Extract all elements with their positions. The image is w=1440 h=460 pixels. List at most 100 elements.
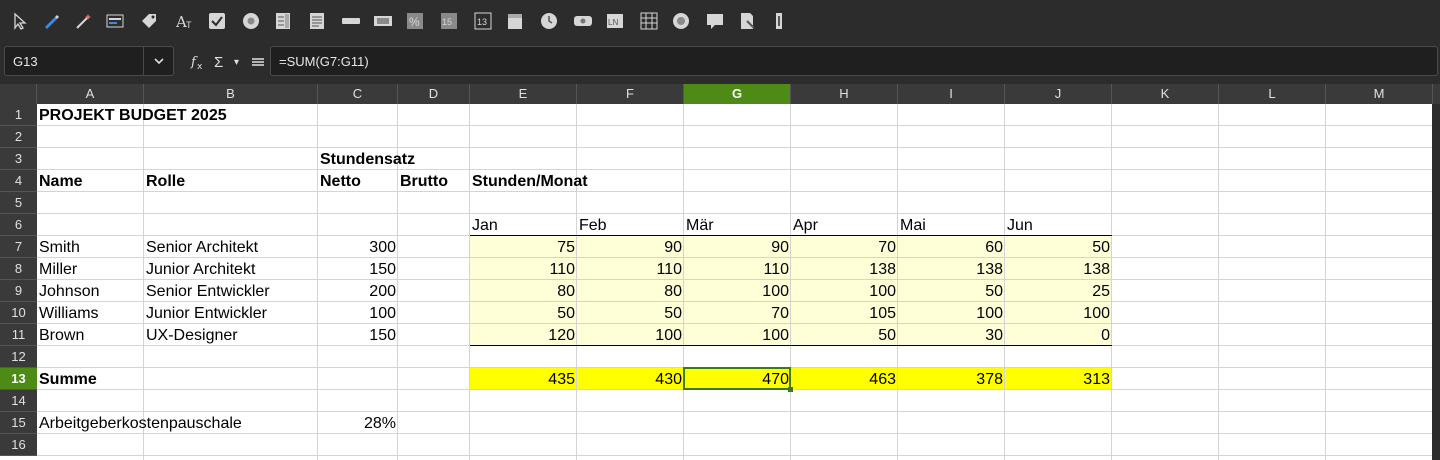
hours-cell[interactable]: 110 bbox=[549, 261, 575, 278]
name-cell[interactable]: Williams bbox=[39, 305, 99, 322]
scrollbar-track[interactable] bbox=[1432, 104, 1440, 460]
row-header-6[interactable]: 6 bbox=[0, 214, 37, 236]
column-header-a[interactable]: A bbox=[37, 84, 144, 104]
formatted-field-icon[interactable]: 13 bbox=[472, 10, 494, 32]
role-cell[interactable]: UX-Designer bbox=[146, 327, 238, 344]
hours-cell[interactable]: 110 bbox=[763, 261, 789, 278]
header-stunden-monat[interactable]: Stunden/Monat bbox=[472, 173, 588, 190]
hours-cell[interactable]: 70 bbox=[771, 305, 789, 322]
sum-dropdown-icon[interactable]: ▾ bbox=[234, 56, 240, 68]
row-header-4[interactable]: 4 bbox=[0, 170, 37, 192]
row-header-14[interactable]: 14 bbox=[0, 390, 37, 412]
list-box-icon[interactable] bbox=[272, 10, 294, 32]
radio-button-icon[interactable] bbox=[240, 10, 262, 32]
month-header[interactable]: Feb bbox=[579, 217, 607, 234]
title-cell[interactable]: PROJEKT BUDGET 2025 bbox=[39, 107, 227, 124]
spreadsheet-grid[interactable]: A B C D E F G H I J K L M 1 2 3 4 5 6 7 8 9 10 11 12 13 14 15 16 PROJ… bbox=[0, 84, 1440, 460]
name-cell[interactable]: Miller bbox=[39, 261, 78, 278]
hours-cell[interactable]: 120 bbox=[548, 327, 575, 344]
hours-cell[interactable]: 100 bbox=[976, 305, 1003, 322]
sum-cell[interactable]: 435 bbox=[548, 371, 575, 388]
row-header-9[interactable]: 9 bbox=[0, 280, 37, 302]
role-cell[interactable]: Senior Entwickler bbox=[146, 283, 270, 300]
scrollbar-icon[interactable] bbox=[736, 10, 758, 32]
row-header-10[interactable]: 10 bbox=[0, 302, 37, 324]
form-field-icon[interactable] bbox=[104, 10, 126, 32]
column-header-j[interactable]: J bbox=[1005, 84, 1112, 104]
sum-cell[interactable]: 463 bbox=[869, 371, 896, 388]
row-header-3[interactable]: 3 bbox=[0, 148, 37, 170]
sum-cell[interactable]: 430 bbox=[655, 371, 682, 388]
sum-cell[interactable]: 313 bbox=[1083, 371, 1110, 388]
hours-cell[interactable]: 100 bbox=[762, 283, 789, 300]
rate-cell[interactable]: 100 bbox=[369, 305, 396, 322]
magic-wand-icon[interactable] bbox=[72, 10, 94, 32]
hours-cell[interactable]: 50 bbox=[878, 327, 896, 344]
hours-cell[interactable]: 100 bbox=[762, 327, 789, 344]
header-rolle[interactable]: Rolle bbox=[146, 173, 186, 190]
month-header[interactable]: Apr bbox=[793, 217, 818, 234]
hours-cell[interactable]: 105 bbox=[869, 305, 896, 322]
row-header-2[interactable]: 2 bbox=[0, 126, 37, 148]
column-header-c[interactable]: C bbox=[318, 84, 398, 104]
pauschale-value[interactable]: 28% bbox=[363, 415, 396, 432]
header-name[interactable]: Name bbox=[39, 173, 83, 190]
column-header-k[interactable]: K bbox=[1112, 84, 1219, 104]
push-button-icon[interactable] bbox=[340, 10, 362, 32]
hours-cell[interactable]: 50 bbox=[1092, 239, 1110, 256]
spin-button-icon[interactable] bbox=[768, 10, 790, 32]
table-control-icon[interactable]: LN bbox=[604, 10, 626, 32]
hours-cell[interactable]: 80 bbox=[664, 283, 682, 300]
row-header-1[interactable]: 1 bbox=[0, 104, 37, 126]
role-cell[interactable]: Junior Entwickler bbox=[146, 305, 267, 322]
hours-cell[interactable]: 25 bbox=[1092, 283, 1110, 300]
column-header-b[interactable]: B bbox=[144, 84, 318, 104]
column-header-l[interactable]: L bbox=[1219, 84, 1326, 104]
hours-cell[interactable]: 50 bbox=[664, 305, 682, 322]
numeric-field-icon[interactable]: 15 bbox=[438, 10, 460, 32]
tag-icon[interactable] bbox=[138, 10, 160, 32]
column-header-e[interactable]: E bbox=[470, 84, 577, 104]
rate-cell[interactable]: 200 bbox=[369, 283, 396, 300]
column-header-h[interactable]: H bbox=[791, 84, 898, 104]
rate-cell[interactable]: 300 bbox=[369, 239, 396, 256]
hours-cell[interactable]: 70 bbox=[878, 239, 896, 256]
role-cell[interactable]: Senior Architekt bbox=[146, 239, 259, 256]
hours-cell[interactable]: 138 bbox=[869, 261, 896, 278]
role-cell[interactable]: Junior Architekt bbox=[146, 261, 256, 278]
hours-cell[interactable]: 50 bbox=[985, 283, 1003, 300]
hours-cell[interactable]: 80 bbox=[557, 283, 575, 300]
hours-cell[interactable]: 50 bbox=[557, 305, 575, 322]
rate-cell[interactable]: 150 bbox=[369, 261, 396, 278]
column-header-d[interactable]: D bbox=[398, 84, 470, 104]
row-header-7[interactable]: 7 bbox=[0, 236, 37, 258]
pen-icon[interactable] bbox=[40, 10, 62, 32]
hours-cell[interactable]: 90 bbox=[664, 239, 682, 256]
row-header-12[interactable]: 12 bbox=[0, 346, 37, 368]
name-cell[interactable]: Johnson bbox=[39, 283, 100, 300]
hours-cell[interactable]: 100 bbox=[869, 283, 896, 300]
month-header[interactable]: Mär bbox=[686, 217, 714, 234]
hours-cell[interactable]: 138 bbox=[1083, 261, 1110, 278]
hours-cell[interactable]: 138 bbox=[976, 261, 1003, 278]
sum-icon[interactable]: Σ bbox=[214, 53, 224, 71]
summe-label[interactable]: Summe bbox=[39, 371, 97, 388]
percent-field-icon[interactable]: % bbox=[404, 10, 426, 32]
hours-cell[interactable]: 60 bbox=[985, 239, 1003, 256]
select-all-corner[interactable] bbox=[0, 84, 37, 104]
row-header-11[interactable]: 11 bbox=[0, 324, 37, 346]
comment-icon[interactable] bbox=[670, 10, 692, 32]
label-field-icon[interactable] bbox=[572, 10, 594, 32]
sum-cell[interactable]: 470 bbox=[762, 371, 789, 388]
row-header-13[interactable]: 13 bbox=[0, 368, 37, 390]
hours-cell[interactable]: 90 bbox=[771, 239, 789, 256]
sum-cell[interactable]: 378 bbox=[976, 371, 1003, 388]
name-cell[interactable]: Smith bbox=[39, 239, 80, 256]
chevron-down-icon[interactable] bbox=[151, 53, 167, 69]
fill-handle[interactable] bbox=[788, 387, 793, 392]
edit-cursor-icon[interactable] bbox=[704, 10, 726, 32]
header-netto[interactable]: Netto bbox=[320, 173, 361, 190]
header-stundensatz[interactable]: Stundensatz bbox=[320, 151, 416, 168]
navigation-bar-icon[interactable] bbox=[638, 10, 660, 32]
